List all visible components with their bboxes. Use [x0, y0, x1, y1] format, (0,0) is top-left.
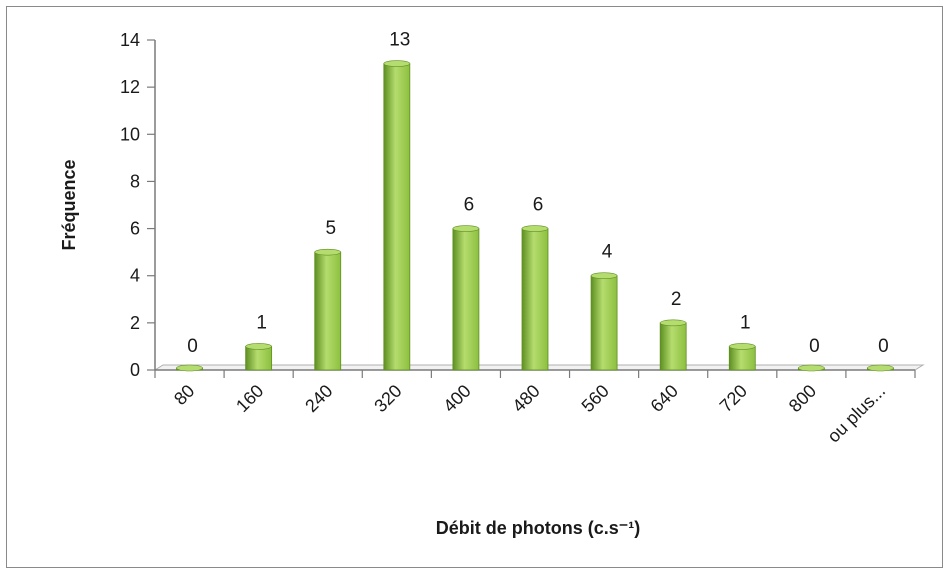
bar: [590, 272, 618, 371]
x-tick-label: ou plus...: [823, 381, 889, 447]
bar-body: [452, 228, 480, 371]
bar: [452, 225, 480, 371]
y-tick-label: 10: [120, 124, 140, 144]
bar: [245, 343, 273, 371]
bar-cap: [245, 343, 272, 350]
bar-body: [659, 322, 687, 371]
bar-body: [521, 228, 549, 371]
bar: [314, 248, 342, 371]
y-tick-labels: 0 2 4 6 8 10 12 14: [120, 30, 140, 380]
x-tick-label: 800: [785, 381, 820, 416]
x-tick-label: 640: [647, 381, 682, 416]
x-tick-labels: 80 160 240 320 400 480 560 640 720 800 ou plus...: [170, 381, 889, 447]
bar-cap: [521, 225, 549, 232]
x-axis-title: Débit de photons (c.s⁻¹): [436, 518, 641, 538]
bar-cap: [798, 364, 825, 372]
y-tick-label: 0: [130, 360, 140, 380]
bar-body: [314, 251, 342, 371]
x-tick-label: 160: [232, 381, 267, 416]
bar: [797, 364, 825, 372]
y-tick-label: 4: [130, 266, 140, 286]
data-label: 1: [256, 312, 267, 333]
y-axis-title: Fréquence: [59, 159, 79, 250]
bar-cap: [452, 225, 480, 232]
bar: [383, 60, 411, 371]
data-label: 6: [464, 195, 475, 216]
data-label: 5: [325, 218, 336, 239]
y-axis: [147, 39, 156, 371]
x-tick-label: 480: [508, 381, 543, 416]
data-label: 1: [740, 312, 751, 333]
bar-cap: [314, 248, 342, 256]
bar-body: [728, 346, 756, 371]
data-label: 0: [809, 336, 820, 357]
bar-cap: [728, 343, 756, 350]
y-tick-label: 8: [130, 171, 140, 191]
y-tick-label: 6: [130, 219, 140, 239]
bars: [176, 60, 894, 372]
data-label: 6: [533, 195, 544, 216]
x-tick-label: 240: [301, 381, 336, 416]
bar-cap: [867, 364, 894, 372]
bar-body: [245, 346, 273, 371]
data-label: 2: [671, 289, 682, 310]
x-tick-label: 400: [439, 381, 474, 416]
x-tick-label: 80: [170, 381, 198, 409]
bar: [867, 364, 894, 372]
bar: [728, 343, 756, 371]
x-tick-label: 320: [370, 381, 405, 416]
data-label: 13: [389, 30, 410, 51]
bar-cap: [590, 272, 618, 280]
bar-cap: [383, 60, 411, 67]
x-tick-label: 720: [716, 381, 751, 416]
x-tick-label: 560: [578, 381, 613, 416]
bar: [176, 364, 203, 372]
data-labels: 0 1 5 13 6 6 4 2 1 0 0: [187, 30, 888, 357]
bar-cap: [659, 319, 687, 327]
y-tick-label: 12: [120, 77, 140, 97]
bar: [521, 225, 549, 371]
data-label: 4: [602, 242, 613, 263]
data-label: 0: [187, 336, 198, 357]
bar-body: [383, 63, 411, 371]
bar-body: [590, 275, 618, 371]
bar: [659, 319, 687, 371]
data-label: 0: [878, 336, 889, 357]
y-tick-label: 14: [120, 30, 140, 50]
bar-cap: [176, 364, 203, 372]
y-tick-label: 2: [130, 313, 140, 333]
